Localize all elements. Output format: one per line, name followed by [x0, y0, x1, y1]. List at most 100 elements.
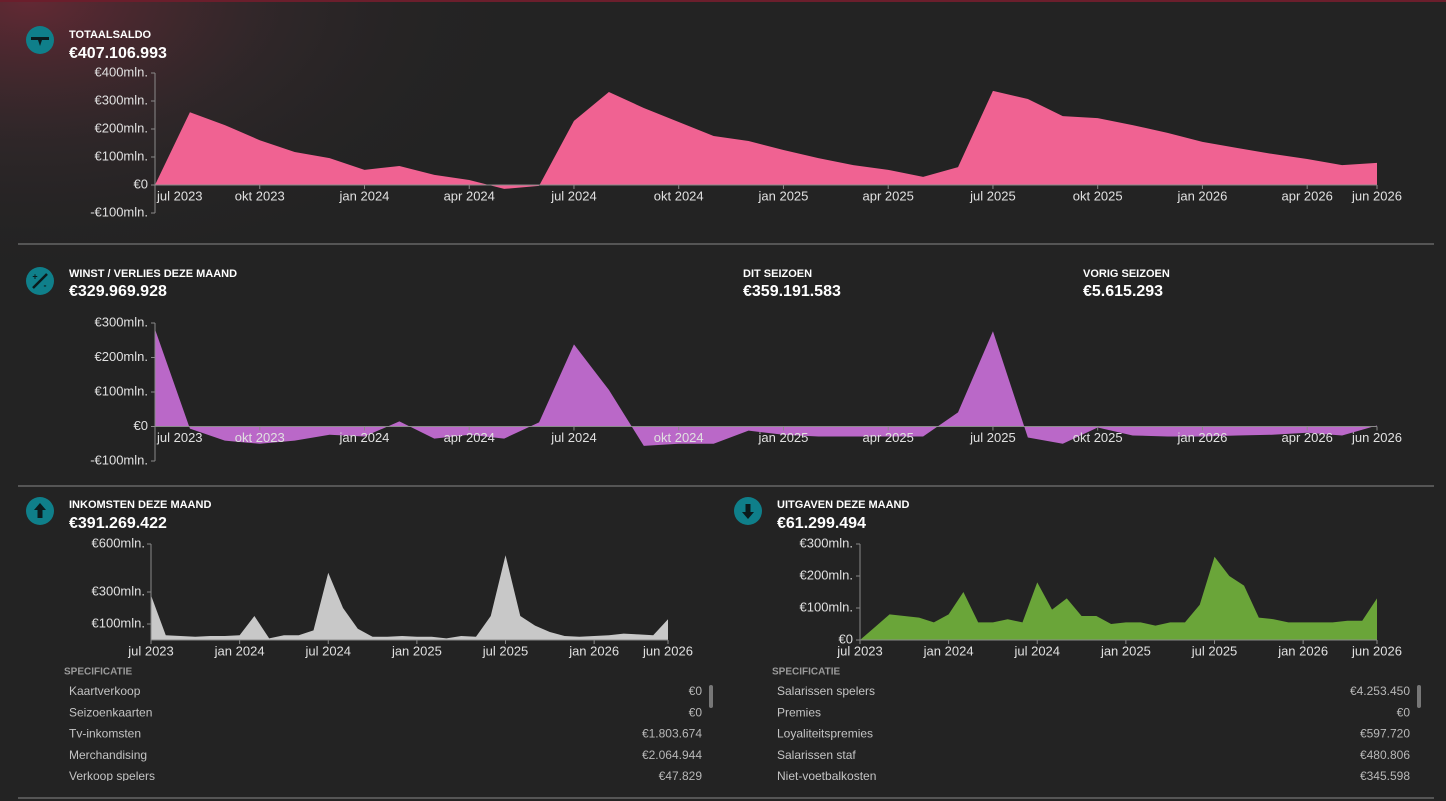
scrollbar[interactable]: [709, 685, 713, 708]
y-tick-label: €100mln.: [800, 599, 853, 614]
y-tick-label: -€100mln.: [90, 452, 148, 467]
x-tick-label: jun 2026: [1351, 643, 1402, 658]
spec-title: SPECIFICATIE: [64, 667, 132, 678]
x-tick-label: jan 2025: [1100, 643, 1151, 658]
svg-text:+: +: [32, 271, 37, 281]
x-tick-label: jul 2024: [550, 188, 597, 203]
spec-value: €480.806: [1360, 748, 1410, 762]
x-tick-label: jul 2024: [550, 430, 597, 445]
spec-table: Salarissen spelers €4.253.450 Premies €0 Loy…: [777, 684, 1411, 783]
x-tick-label: jan 2026: [1277, 643, 1328, 658]
area: [860, 556, 1377, 640]
x-tick-label: jan 2024: [923, 643, 974, 658]
y-tick-label: €100mln.: [92, 615, 145, 630]
x-tick-label: jul 2023: [836, 643, 883, 658]
spec-value: €597.720: [1360, 727, 1410, 741]
spec-name: Verkoop spelers: [69, 769, 155, 783]
panel-amount: €391.269.422: [69, 515, 167, 532]
y-tick-label: €0: [839, 631, 853, 646]
x-tick-label: jan 2026: [1176, 430, 1227, 445]
x-tick-label: jun 2026: [1351, 188, 1402, 203]
area: [155, 90, 1377, 189]
x-tick-label: okt 2024: [654, 188, 704, 203]
profit-icon: + -: [26, 267, 54, 295]
x-tick-label: jan 2026: [568, 643, 619, 658]
x-tick-label: apr 2025: [863, 430, 914, 445]
spec-name: Salarissen spelers: [777, 684, 875, 698]
y-tick-label: €300mln.: [95, 92, 148, 107]
panel-title: TOTAALSALDO: [69, 29, 152, 41]
panel-title: UITGAVEN DEZE MAAND: [777, 499, 909, 511]
area: [155, 329, 1377, 446]
panel-title: WINST / VERLIES DEZE MAAND: [69, 268, 237, 280]
y-tick-label: -€100mln.: [90, 204, 148, 219]
y-tick-label: €100mln.: [95, 383, 148, 398]
x-tick-label: jan 2024: [214, 643, 265, 658]
season-amount: €359.191.583: [743, 283, 841, 300]
y-tick-label: €200mln.: [95, 120, 148, 135]
y-tick-label: €0: [134, 418, 148, 433]
y-tick-label: €100mln.: [95, 148, 148, 163]
spec-name: Kaartverkoop: [69, 684, 141, 698]
spec-name: Premies: [777, 705, 821, 719]
x-tick-label: jul 2025: [969, 188, 1016, 203]
spec-name: Seizoenkaarten: [69, 705, 152, 719]
y-tick-label: €0: [134, 176, 148, 191]
y-tick-label: €300mln.: [92, 583, 145, 598]
spec-table: Kaartverkoop €0 Seizoenkaarten €0 Tv-inkomst…: [69, 684, 703, 783]
svg-text:-: -: [44, 280, 47, 290]
x-tick-label: okt 2024: [654, 430, 704, 445]
last-season-amount: €5.615.293: [1083, 283, 1163, 300]
spec-value: €0: [689, 705, 703, 719]
spec-name: Loyaliteitspremies: [777, 727, 873, 741]
season-title: DIT SEIZOEN: [743, 268, 812, 280]
x-tick-label: apr 2026: [1282, 188, 1333, 203]
x-tick-label: apr 2024: [444, 188, 495, 203]
x-tick-label: jul 2023: [156, 188, 203, 203]
income-icon: [26, 497, 54, 525]
x-tick-label: jul 2024: [1013, 643, 1060, 658]
panel-title: INKOMSTEN DEZE MAAND: [69, 499, 211, 511]
x-tick-label: apr 2025: [863, 188, 914, 203]
x-tick-label: okt 2025: [1073, 430, 1123, 445]
y-tick-label: €200mln.: [95, 349, 148, 364]
spec-value: €47.829: [659, 769, 703, 783]
x-tick-label: jul 2025: [1191, 643, 1238, 658]
panel-amount: €329.969.928: [69, 283, 167, 300]
balance-icon: [26, 26, 54, 54]
x-tick-label: jun 2026: [642, 643, 693, 658]
panel-amount: €61.299.494: [777, 515, 866, 532]
spec-name: Salarissen staf: [777, 748, 856, 762]
x-tick-label: okt 2023: [235, 188, 285, 203]
x-tick-label: jan 2024: [339, 188, 390, 203]
spec-value: €2.064.944: [642, 748, 702, 762]
y-tick-label: €600mln.: [92, 535, 145, 550]
spec-name: Niet-voetbalkosten: [777, 769, 876, 783]
y-tick-label: €300mln.: [800, 535, 853, 550]
y-tick-label: €300mln.: [95, 314, 148, 329]
x-tick-label: apr 2026: [1282, 430, 1333, 445]
spec-title: SPECIFICATIE: [772, 667, 840, 678]
spec-value: €345.598: [1360, 769, 1410, 783]
scrollbar[interactable]: [1417, 685, 1421, 708]
x-tick-label: jun 2026: [1351, 430, 1402, 445]
x-tick-label: okt 2025: [1073, 188, 1123, 203]
y-tick-label: €200mln.: [800, 567, 853, 582]
y-tick-label: €400mln.: [95, 64, 148, 79]
x-tick-label: jul 2025: [969, 430, 1016, 445]
last-season-title: VORIG SEIZOEN: [1083, 268, 1170, 280]
spec-name: Merchandising: [69, 748, 147, 762]
x-tick-label: okt 2023: [235, 430, 285, 445]
x-tick-label: jul 2024: [304, 643, 351, 658]
top-border: [0, 0, 1446, 2]
spec-value: €4.253.450: [1350, 684, 1410, 698]
expenses-icon: [734, 497, 762, 525]
x-tick-label: jan 2026: [1176, 188, 1227, 203]
spec-value: €0: [689, 684, 703, 698]
x-tick-label: jan 2025: [391, 643, 442, 658]
spec-value: €0: [1397, 705, 1411, 719]
spec-name: Tv-inkomsten: [69, 727, 141, 741]
x-tick-label: jul 2023: [127, 643, 174, 658]
